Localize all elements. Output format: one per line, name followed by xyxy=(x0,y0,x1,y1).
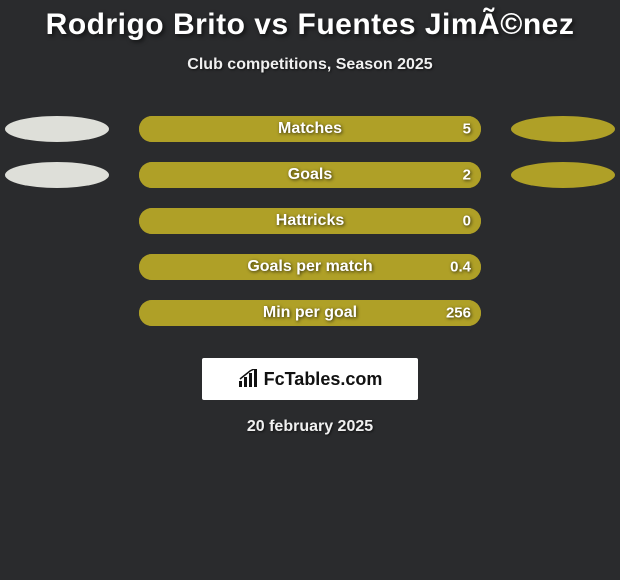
stat-label: Goals per match xyxy=(247,258,372,276)
player2-marker xyxy=(511,162,615,188)
date-label: 20 february 2025 xyxy=(0,418,620,436)
spacer xyxy=(5,254,109,280)
bar-chart-icon xyxy=(238,369,260,389)
stat-value-right: 5 xyxy=(463,121,471,138)
stat-bar: Hattricks 0 xyxy=(139,208,481,234)
stat-bar: Min per goal 256 xyxy=(139,300,481,326)
page-subtitle: Club competitions, Season 2025 xyxy=(0,56,620,74)
stat-row: Goals 2 xyxy=(0,152,620,198)
stat-value-right: 0.4 xyxy=(450,259,471,276)
spacer xyxy=(511,300,615,326)
stat-row: Min per goal 256 xyxy=(0,290,620,336)
stat-row: Goals per match 0.4 xyxy=(0,244,620,290)
stat-bar: Matches 5 xyxy=(139,116,481,142)
stat-label: Goals xyxy=(288,166,332,184)
comparison-container: Rodrigo Brito vs Fuentes JimÃ©nez Club c… xyxy=(0,0,620,436)
stat-row: Matches 5 xyxy=(0,106,620,152)
stat-value-right: 256 xyxy=(446,305,471,322)
stat-label: Hattricks xyxy=(276,212,344,230)
logo-box[interactable]: FcTables.com xyxy=(202,358,418,400)
spacer xyxy=(5,300,109,326)
stat-value-right: 2 xyxy=(463,167,471,184)
player2-marker xyxy=(511,116,615,142)
page-title: Rodrigo Brito vs Fuentes JimÃ©nez xyxy=(0,8,620,42)
stat-label: Min per goal xyxy=(263,304,357,322)
stat-bar: Goals per match 0.4 xyxy=(139,254,481,280)
stat-bar: Goals 2 xyxy=(139,162,481,188)
spacer xyxy=(5,208,109,234)
spacer xyxy=(511,208,615,234)
spacer xyxy=(511,254,615,280)
stat-value-right: 0 xyxy=(463,213,471,230)
chart-area: Matches 5 Goals 2 Hattricks 0 Goals per match 0… xyxy=(0,106,620,336)
stat-label: Matches xyxy=(278,120,342,138)
player1-marker xyxy=(5,162,109,188)
player1-marker xyxy=(5,116,109,142)
logo-text: FcTables.com xyxy=(264,369,383,390)
stat-row: Hattricks 0 xyxy=(0,198,620,244)
